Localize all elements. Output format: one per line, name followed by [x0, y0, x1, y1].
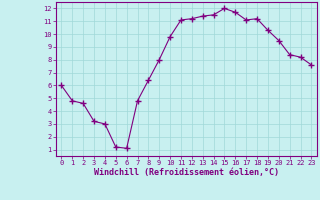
X-axis label: Windchill (Refroidissement éolien,°C): Windchill (Refroidissement éolien,°C) [94, 168, 279, 177]
